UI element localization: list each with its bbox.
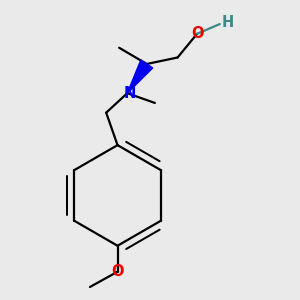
Text: O: O: [111, 264, 124, 279]
Text: O: O: [191, 26, 203, 41]
Text: H: H: [222, 15, 234, 30]
Polygon shape: [127, 60, 153, 93]
Text: N: N: [124, 86, 136, 101]
